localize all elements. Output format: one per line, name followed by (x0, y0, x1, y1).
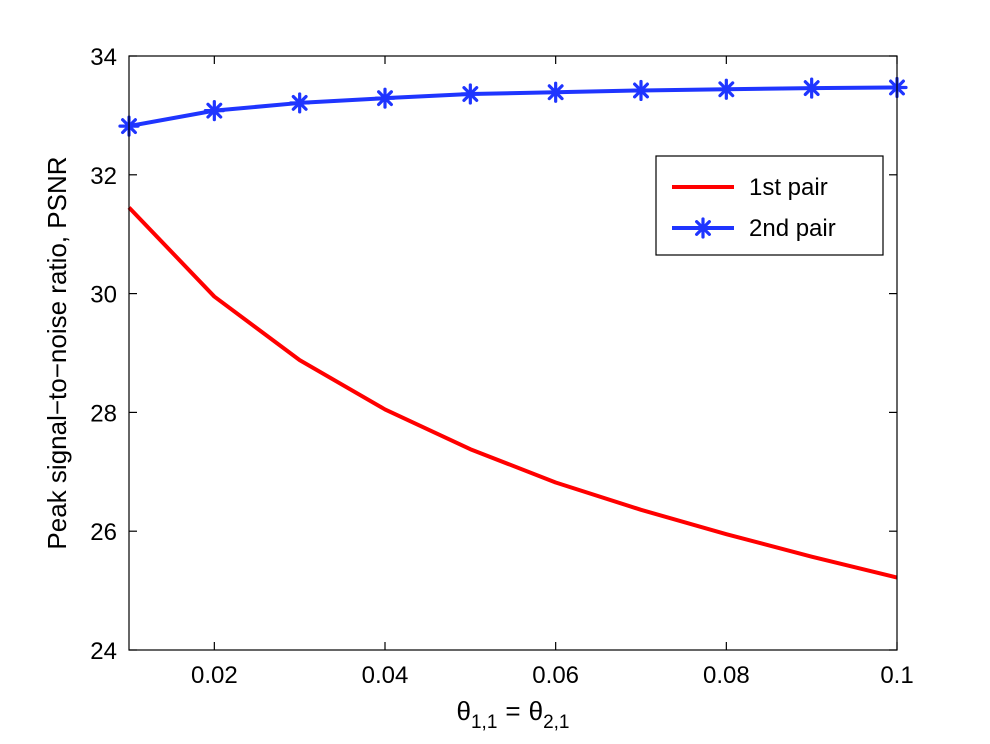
x-label-symbol-2: θ (529, 696, 543, 726)
y-tick-label: 26 (90, 519, 117, 546)
y-tick-label: 34 (90, 44, 117, 71)
data-point-2nd-pair (801, 77, 823, 99)
y-tick-label: 24 (90, 638, 117, 665)
legend-asterisk-icon (692, 217, 714, 239)
data-point-2nd-pair (374, 87, 396, 109)
legend: 1st pair 2nd pair (655, 155, 884, 256)
data-point-2nd-pair (630, 79, 652, 102)
data-point-2nd-pair (289, 92, 311, 114)
data-point-2nd-pair (545, 81, 567, 103)
series-line-2nd-pair (128, 85, 898, 129)
series-line-1st-pair (127, 206, 898, 580)
legend-box (655, 155, 884, 256)
x-label-equals: = (505, 696, 520, 726)
x-tick-label: 0.1 (880, 662, 913, 689)
plot-area (129, 56, 897, 650)
x-axis-label: θ1,1 = θ2,1 (457, 696, 570, 733)
y-tick-label: 30 (90, 282, 117, 309)
ticks-layer: 0.02 0.04 0.06 0.08 0.1 24 26 28 30 32 34 (90, 44, 913, 689)
data-point-2nd-pair (715, 78, 737, 100)
y-tick-label: 32 (90, 163, 117, 190)
x-tick-label: 0.08 (703, 662, 750, 689)
plot-frame (128, 55, 898, 651)
series-layer (118, 76, 908, 580)
legend-label-1st-pair: 1st pair (749, 174, 828, 201)
data-point-2nd-pair (459, 83, 481, 105)
x-label-subscript-2: 2,1 (543, 712, 569, 733)
x-label-subscript-1: 1,1 (471, 712, 497, 733)
data-point-2nd-pair (203, 100, 225, 122)
x-tick-label: 0.06 (532, 662, 579, 689)
x-tick-label: 0.02 (191, 662, 238, 689)
y-tick-label: 28 (90, 400, 117, 427)
legend-marker-2nd-pair (692, 217, 714, 239)
x-tick-label: 0.04 (362, 662, 409, 689)
x-label-symbol-1: θ (457, 696, 471, 726)
legend-label-2nd-pair: 2nd pair (749, 215, 836, 242)
y-axis-label: Peak signal−to−noise ratio, PSNR (42, 156, 72, 549)
